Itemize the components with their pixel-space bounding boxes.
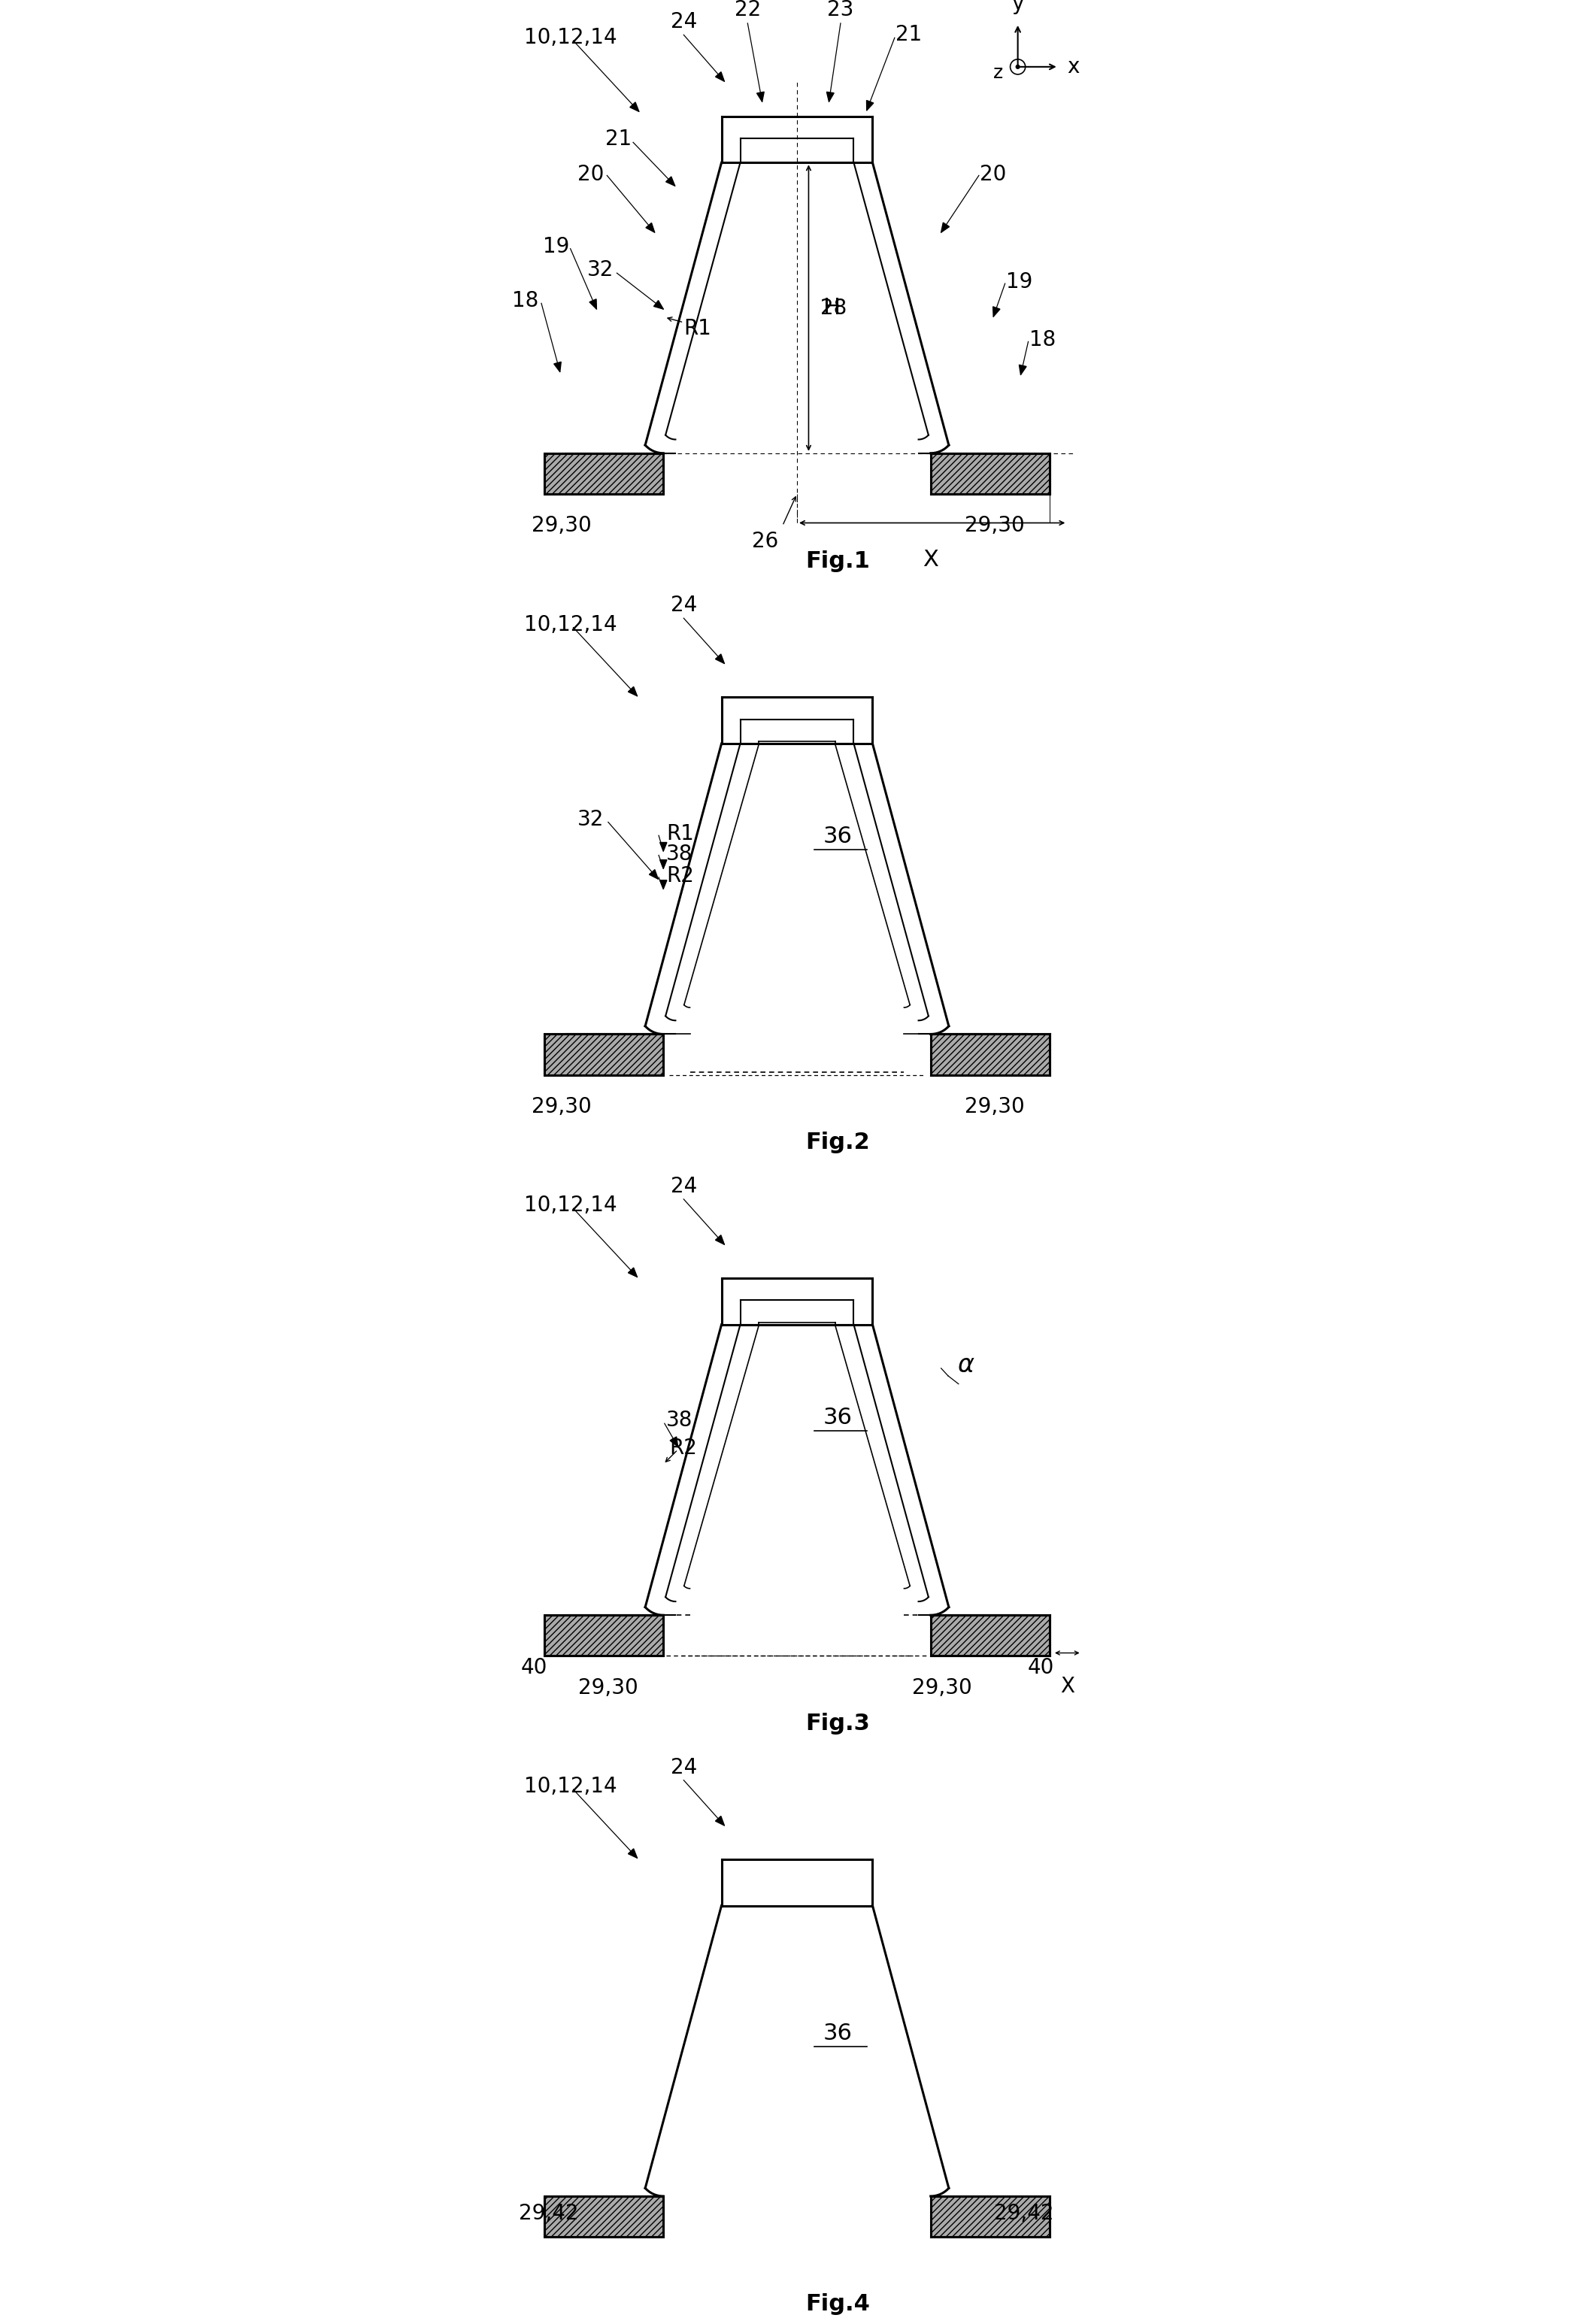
- Text: 21: 21: [606, 128, 631, 151]
- Polygon shape: [628, 1267, 638, 1278]
- Polygon shape: [628, 686, 638, 697]
- Polygon shape: [931, 1615, 1050, 1655]
- Text: 40: 40: [1028, 1657, 1054, 1678]
- Text: 36: 36: [823, 825, 853, 848]
- Text: 24: 24: [671, 595, 697, 616]
- Text: 20: 20: [980, 163, 1007, 186]
- Polygon shape: [940, 223, 950, 232]
- Text: 22: 22: [735, 0, 760, 21]
- Polygon shape: [931, 1034, 1050, 1074]
- Text: x: x: [1066, 56, 1079, 77]
- Text: X: X: [923, 548, 939, 572]
- Text: R2: R2: [669, 1436, 697, 1459]
- Text: 10,12,14: 10,12,14: [524, 1195, 617, 1215]
- Text: 40: 40: [521, 1657, 548, 1678]
- Polygon shape: [555, 363, 561, 372]
- Polygon shape: [628, 1848, 638, 1859]
- Text: X: X: [1060, 1676, 1074, 1697]
- Text: R2: R2: [666, 865, 693, 888]
- Text: 29,30: 29,30: [532, 1097, 591, 1118]
- Text: 24: 24: [671, 1176, 697, 1197]
- Polygon shape: [590, 300, 596, 309]
- Text: 32: 32: [577, 809, 604, 830]
- Polygon shape: [716, 1234, 724, 1246]
- Text: 29,42: 29,42: [518, 2203, 579, 2224]
- Polygon shape: [646, 223, 655, 232]
- Polygon shape: [630, 102, 639, 112]
- Text: 36: 36: [823, 1406, 853, 1429]
- Polygon shape: [544, 1615, 663, 1655]
- Text: 28: 28: [821, 297, 846, 318]
- Text: Fig.4: Fig.4: [805, 2294, 870, 2315]
- Text: 29,30: 29,30: [964, 1097, 1025, 1118]
- Text: R1: R1: [684, 318, 711, 339]
- Polygon shape: [827, 93, 834, 102]
- Polygon shape: [660, 841, 666, 851]
- Polygon shape: [757, 93, 764, 102]
- Text: 29,42: 29,42: [993, 2203, 1054, 2224]
- Polygon shape: [716, 1815, 724, 1827]
- Text: 18: 18: [512, 290, 539, 311]
- Text: 29,30: 29,30: [532, 516, 591, 537]
- Text: 32: 32: [587, 260, 614, 281]
- Circle shape: [1015, 65, 1020, 70]
- Text: 10,12,14: 10,12,14: [524, 1776, 617, 1796]
- Polygon shape: [716, 653, 724, 665]
- Polygon shape: [654, 300, 663, 309]
- Polygon shape: [931, 2196, 1050, 2236]
- Text: y: y: [1012, 0, 1023, 14]
- Text: 26: 26: [752, 530, 778, 553]
- Polygon shape: [1019, 365, 1027, 374]
- Text: 24: 24: [671, 1757, 697, 1778]
- Polygon shape: [669, 1436, 677, 1446]
- Text: 19: 19: [542, 237, 569, 258]
- Polygon shape: [716, 72, 724, 81]
- Polygon shape: [931, 453, 1050, 495]
- Text: H: H: [823, 297, 840, 318]
- Polygon shape: [544, 2196, 663, 2236]
- Text: Fig.2: Fig.2: [805, 1132, 870, 1153]
- Polygon shape: [660, 860, 666, 869]
- Text: 10,12,14: 10,12,14: [524, 614, 617, 634]
- Text: 29,30: 29,30: [964, 516, 1025, 537]
- Polygon shape: [649, 869, 658, 878]
- Text: R1: R1: [666, 823, 693, 844]
- Text: 24: 24: [671, 12, 697, 33]
- Text: 20: 20: [577, 163, 604, 186]
- Text: 29,30: 29,30: [579, 1678, 638, 1699]
- Text: 19: 19: [1006, 272, 1033, 293]
- Text: Fig.3: Fig.3: [805, 1713, 870, 1734]
- Text: 38: 38: [666, 1411, 693, 1432]
- Text: z: z: [993, 63, 1003, 81]
- Text: $\alpha$: $\alpha$: [956, 1353, 974, 1378]
- Text: Fig.1: Fig.1: [805, 551, 870, 572]
- Polygon shape: [660, 881, 666, 888]
- Text: 21: 21: [896, 23, 923, 46]
- Text: 18: 18: [1030, 330, 1055, 351]
- Polygon shape: [544, 453, 663, 495]
- Text: 29,30: 29,30: [912, 1678, 972, 1699]
- Polygon shape: [993, 307, 999, 316]
- Text: 23: 23: [827, 0, 854, 21]
- Polygon shape: [544, 1034, 663, 1074]
- Polygon shape: [666, 177, 674, 186]
- Polygon shape: [867, 100, 874, 109]
- Text: 38: 38: [666, 844, 693, 865]
- Text: 36: 36: [823, 2022, 853, 2045]
- Text: 10,12,14: 10,12,14: [524, 28, 617, 49]
